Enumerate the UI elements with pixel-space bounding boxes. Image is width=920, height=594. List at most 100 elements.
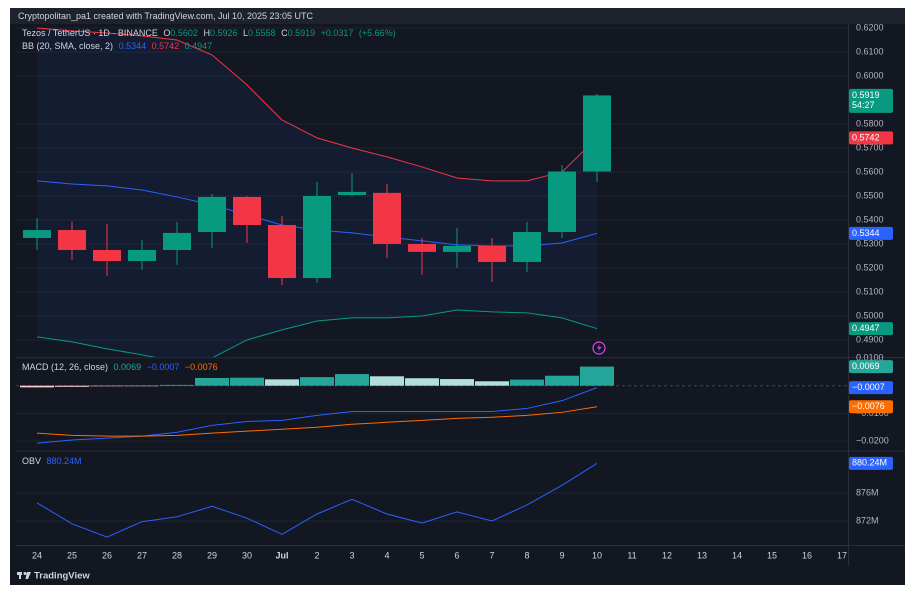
- indicator-line: [36, 27, 598, 182]
- candle-body: [198, 196, 226, 232]
- indicator-title: OBV: [22, 456, 41, 466]
- histogram-bar: [195, 377, 229, 386]
- legend-value: 0.5344: [119, 41, 147, 51]
- y-tick-label: 0.5100: [856, 286, 884, 296]
- indicator-line: [36, 462, 598, 538]
- x-tick-label: 9: [559, 550, 564, 560]
- x-tick-label: 16: [802, 550, 812, 560]
- y-tick-label: 0.5300: [856, 238, 884, 248]
- main-legend: Tezos / TetherUS · 1D · BINANCE O0.5602 …: [22, 28, 396, 38]
- price-tag: [849, 360, 893, 374]
- x-tick-label: 6: [454, 550, 459, 560]
- candle-body: [478, 245, 506, 262]
- legend-value: 0.0069: [114, 362, 142, 372]
- histogram-bar: [265, 379, 299, 386]
- x-tick-label: 15: [767, 550, 777, 560]
- y-tick-label: 0.6200: [856, 22, 884, 32]
- price-tag-label: 0.5742: [852, 132, 880, 142]
- price-tag-label: −0.0007: [852, 382, 885, 392]
- candle-body: [303, 195, 331, 279]
- price-tag-label: 880.24M: [852, 458, 887, 468]
- histogram-bar: [230, 377, 264, 386]
- price-tag-label: 0.5919: [852, 90, 880, 100]
- x-tick-label: 10: [592, 550, 602, 560]
- footer-bar: [10, 566, 905, 585]
- countdown-label: 54:27: [852, 100, 875, 110]
- candle-body: [548, 171, 576, 232]
- histogram-bar: [125, 385, 159, 387]
- x-tick-label: 11: [627, 550, 636, 560]
- y-tick-label: 0.6000: [856, 70, 884, 80]
- histogram-bar: [510, 379, 544, 386]
- x-tick-label: 3: [349, 550, 354, 560]
- ohlc-value: 0.5926: [210, 28, 238, 38]
- histogram-bar: [160, 384, 194, 386]
- x-tick-label: 24: [32, 550, 42, 560]
- histogram-bar: [20, 385, 54, 388]
- candle-body: [268, 225, 296, 279]
- chart-background: [10, 8, 905, 585]
- price-tag: [849, 226, 893, 240]
- y-tick-label: 872M: [856, 515, 879, 525]
- legend-value: −0.0076: [185, 362, 218, 372]
- x-tick-label: 25: [67, 550, 77, 560]
- candle-body: [338, 191, 366, 196]
- ohlc-value: 0.5602: [170, 28, 198, 38]
- histogram-bar: [90, 385, 124, 387]
- candle-body: [23, 230, 51, 238]
- y-tick-label: 0.4900: [856, 334, 884, 344]
- histogram-bar: [545, 375, 579, 386]
- header-bar: [10, 8, 905, 24]
- x-tick-label: 4: [384, 550, 389, 560]
- histogram-bar: [440, 379, 474, 386]
- symbol-title: Tezos / TetherUS · 1D · BINANCE: [22, 28, 158, 38]
- y-tick-label: 0.0100: [856, 352, 884, 362]
- ohlc-value: 0.5558: [248, 28, 276, 38]
- x-tick-label: 8: [524, 550, 529, 560]
- x-tick-label: 27: [137, 550, 147, 560]
- tradingview-logo: [17, 572, 31, 579]
- y-tick-label: −0.0200: [856, 436, 889, 446]
- candle-body: [233, 196, 261, 226]
- price-tag: [849, 400, 893, 414]
- x-tick-label: 26: [102, 550, 112, 560]
- ohlc-key: H: [203, 28, 210, 38]
- x-tick-label: Jul: [275, 550, 288, 560]
- x-tick-label: 28: [172, 550, 182, 560]
- histogram-bar: [335, 374, 369, 386]
- alert-icon: [592, 341, 606, 355]
- change: +0.0317: [321, 28, 354, 38]
- indicator-line: [36, 309, 598, 357]
- x-tick-label: 5: [419, 550, 424, 560]
- candle-body: [373, 192, 401, 244]
- x-tick-label: 7: [489, 550, 494, 560]
- ohlc-key: O: [163, 28, 170, 38]
- candle-body: [443, 245, 471, 252]
- histogram-bar: [580, 366, 614, 386]
- price-tag-label: 0.5344: [852, 228, 880, 238]
- plot-layer: 24 25 26 27 28 29 30 Jul 2 3 4 5 6 7 8 9 10 11 12 13 14 15 16 1…: [16, 22, 893, 560]
- y-tick-label: 0.5400: [856, 214, 884, 224]
- price-tag: [849, 456, 893, 470]
- macd-legend: MACD (12, 26, close) 0.0069 −0.0007 −0.0…: [22, 362, 218, 372]
- x-tick-label: 12: [662, 550, 672, 560]
- histogram-bar: [405, 378, 439, 386]
- indicator-title: BB (20, SMA, close, 2): [22, 41, 113, 51]
- candle-body: [408, 243, 436, 252]
- price-tag: [849, 131, 893, 145]
- price-tag-label: −0.0076: [852, 401, 885, 411]
- candle-body: [93, 249, 121, 262]
- x-tick-label: 29: [207, 550, 217, 560]
- y-tick-label: 0.5200: [856, 262, 884, 272]
- candle-body: [513, 231, 541, 262]
- indicator-line: [36, 406, 598, 437]
- price-tag: [849, 88, 893, 113]
- price-tag-label: 0.4947: [852, 323, 880, 333]
- ohlc-key: C: [281, 28, 288, 38]
- change-percent: (+5.66%): [359, 28, 396, 38]
- histogram-bar: [370, 376, 404, 386]
- y-tick-label: 0.5000: [856, 310, 884, 320]
- x-tick-label: 17: [837, 550, 847, 560]
- x-tick-label: 2: [314, 550, 319, 560]
